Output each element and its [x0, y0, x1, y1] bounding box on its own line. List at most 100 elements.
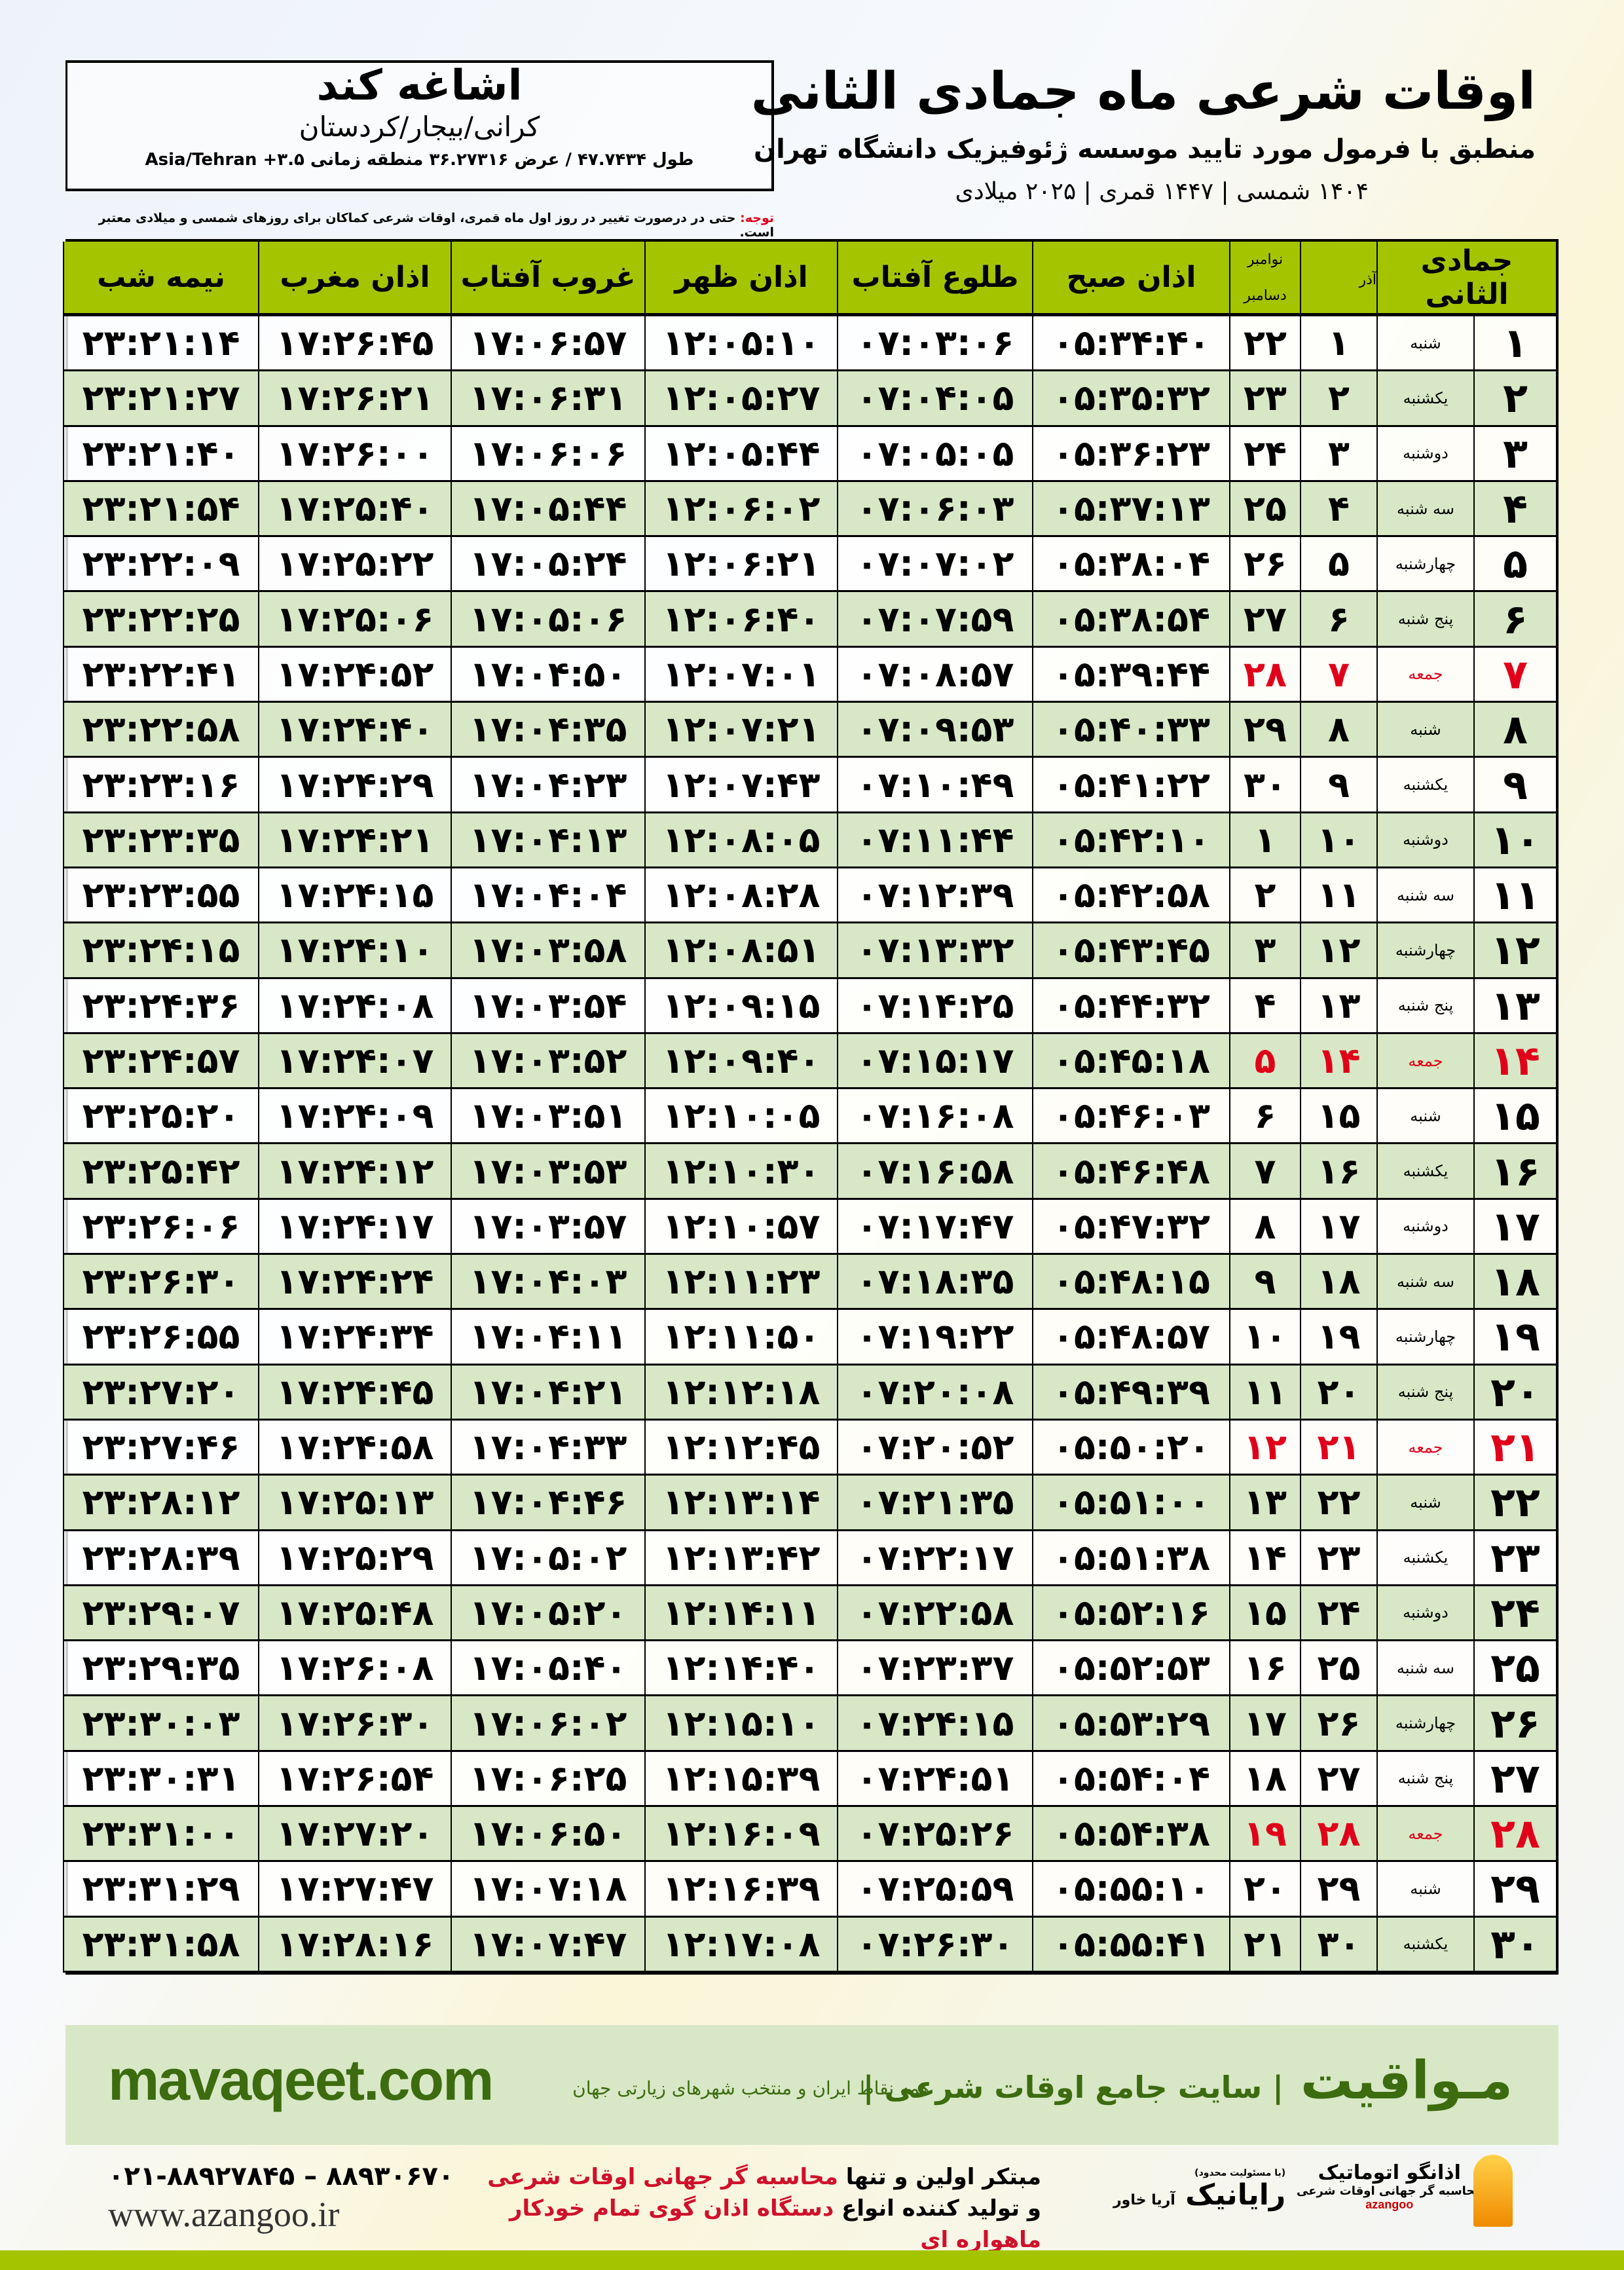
header-midnight: نیمه شب: [63, 242, 258, 316]
cell-maghrib: ۱۷:۲۴:۴۵: [258, 1365, 451, 1421]
slogan: | سایت جامع اوقات شرعی |: [862, 2070, 1283, 2105]
cell-hijri-day: ۲۰: [1473, 1365, 1556, 1421]
promo-1b: محاسبه گر جهانی اوقات شرعی: [487, 2164, 838, 2190]
cell-weekday: دوشنبه: [1376, 813, 1473, 868]
note-text: حتی در درصورت تغییر در روز اول ماه قمری،…: [98, 211, 774, 240]
cell-weekday: یکشنبه: [1376, 371, 1473, 427]
cell-hijri-day: ۲۸: [1473, 1807, 1556, 1863]
cell-sunset: ۱۷:۰۴:۴۶: [451, 1476, 644, 1531]
cell-weekday: جمعه: [1376, 1033, 1473, 1090]
cell-weekday: شنبه: [1376, 703, 1473, 758]
cell-sunset: ۱۷:۰۶:۵۷: [451, 316, 644, 372]
cell-gregorian-day: ۲۷: [1229, 592, 1300, 648]
cell-sunrise: ۰۷:۱۸:۳۵: [837, 1255, 1032, 1311]
cell-azar-day: ۲: [1300, 371, 1376, 427]
cell-gregorian-day: ۱۸: [1229, 1751, 1300, 1808]
azangoo-en: azangoo: [1365, 2198, 1414, 2211]
header-dhuhr: اذان ظهر: [644, 242, 837, 316]
cell-hijri-day: ۱۶: [1473, 1144, 1556, 1200]
phone-numbers: ۰۲۱-۸۸۹۲۷۸۴۵ – ۸۸۹۳۰۶۷۰: [108, 2161, 454, 2191]
cell-dhuhr: ۱۲:۰۶:۰۲: [644, 481, 837, 538]
cell-weekday: شنبه: [1376, 1862, 1473, 1918]
cell-azar-day: ۲۷: [1300, 1751, 1376, 1808]
cell-fajr: ۰۵:۵۴:۳۸: [1032, 1807, 1229, 1863]
azangoo-sub: محاسبه گر جهانی اوقات شرعی: [1297, 2184, 1483, 2198]
cell-dhuhr: ۱۲:۰۵:۲۷: [644, 371, 837, 427]
cell-hijri-day: ۸: [1473, 703, 1556, 758]
header-azar-day: آذر: [1300, 242, 1376, 316]
cell-midnight: ۲۳:۲۲:۰۹: [63, 537, 258, 593]
cell-hijri-day: ۱۲: [1473, 923, 1556, 979]
azangoo-link[interactable]: www.azangoo.ir: [108, 2195, 340, 2234]
cell-hijri-day: ۶: [1473, 592, 1556, 648]
cell-dhuhr: ۱۲:۱۱:۲۳: [644, 1255, 837, 1311]
website-link[interactable]: mavaqeet.com: [108, 2047, 494, 2112]
azangoo-logo: اذانگو اتوماتیک محاسبه گر جهانی اوقات شر…: [1297, 2161, 1483, 2212]
cell-sunrise: ۰۷:۰۷:۵۹: [837, 592, 1032, 648]
cell-sunset: ۱۷:۰۴:۵۰: [451, 647, 644, 703]
cell-maghrib: ۱۷:۲۴:۱۲: [258, 1144, 451, 1200]
cell-midnight: ۲۳:۲۱:۴۰: [63, 426, 258, 482]
cell-sunrise: ۰۷:۰۹:۵۳: [837, 703, 1032, 758]
cell-gregorian-day: ۹: [1229, 1255, 1300, 1311]
cell-gregorian-day: ۱۳: [1229, 1476, 1300, 1531]
cell-maghrib: ۱۷:۲۷:۲۰: [258, 1807, 451, 1863]
cell-fajr: ۰۵:۴۴:۳۲: [1032, 978, 1229, 1034]
cell-maghrib: ۱۷:۲۵:۴۸: [258, 1586, 451, 1642]
promo-text: مبتکر اولین و تنها محاسبه گر جهانی اوقات…: [419, 2161, 1041, 2256]
cell-fajr: ۰۵:۳۵:۳۲: [1032, 371, 1229, 427]
cell-midnight: ۲۳:۲۶:۵۵: [63, 1310, 258, 1366]
cell-sunrise: ۰۷:۱۶:۰۸: [837, 1089, 1032, 1145]
cell-maghrib: ۱۷:۲۴:۵۸: [258, 1420, 451, 1476]
cell-fajr: ۰۵:۵۲:۵۳: [1032, 1641, 1229, 1697]
cell-sunrise: ۰۷:۱۵:۱۷: [837, 1033, 1032, 1090]
cell-azar-day: ۸: [1300, 703, 1376, 758]
cell-sunrise: ۰۷:۰۶:۰۳: [837, 481, 1032, 538]
cell-sunrise: ۰۷:۰۴:۰۵: [837, 371, 1032, 427]
cell-sunrise: ۰۷:۱۱:۴۴: [837, 813, 1032, 868]
cell-weekday: پنج شنبه: [1376, 1751, 1473, 1808]
cell-gregorian-day: ۲۳: [1229, 371, 1300, 427]
cell-midnight: ۲۳:۲۲:۲۵: [63, 592, 258, 648]
cell-hijri-day: ۱۵: [1473, 1089, 1556, 1145]
cell-sunrise: ۰۷:۲۱:۳۵: [837, 1476, 1032, 1531]
cell-sunset: ۱۷:۰۴:۳۳: [451, 1420, 644, 1476]
cell-sunset: ۱۷:۰۶:۲۵: [451, 1751, 644, 1808]
cell-gregorian-day: ۱۷: [1229, 1696, 1300, 1752]
cell-maghrib: ۱۷:۲۴:۰۷: [258, 1033, 451, 1090]
cell-sunset: ۱۷:۰۶:۵۰: [451, 1807, 644, 1863]
cell-sunset: ۱۷:۰۴:۳۵: [451, 703, 644, 758]
cell-dhuhr: ۱۲:۱۴:۴۰: [644, 1641, 837, 1697]
cell-dhuhr: ۱۲:۱۶:۳۹: [644, 1862, 837, 1918]
cell-maghrib: ۱۷:۲۵:۲۹: [258, 1531, 451, 1586]
cell-sunset: ۱۷:۰۶:۳۱: [451, 371, 644, 427]
cell-dhuhr: ۱۲:۱۵:۱۰: [644, 1696, 837, 1752]
cell-hijri-day: ۹: [1473, 758, 1556, 813]
year-line: ۱۴۰۴ شمسی | ۱۴۴۷ قمری | ۲۰۲۵ میلادی: [955, 178, 1369, 205]
cell-gregorian-day: ۸: [1229, 1199, 1300, 1256]
cell-sunset: ۱۷:۰۴:۱۳: [451, 813, 644, 868]
cell-weekday: جمعه: [1376, 647, 1473, 703]
cell-dhuhr: ۱۲:۰۷:۴۳: [644, 758, 837, 813]
cell-hijri-day: ۱: [1473, 316, 1556, 372]
cell-midnight: ۲۳:۲۳:۵۵: [63, 868, 258, 924]
cell-fajr: ۰۵:۵۴:۰۴: [1032, 1751, 1229, 1808]
cell-azar-day: ۱۱: [1300, 868, 1376, 924]
cell-fajr: ۰۵:۴۱:۲۲: [1032, 758, 1229, 813]
cell-maghrib: ۱۷:۲۶:۴۵: [258, 316, 451, 372]
location-box: اشاغه کند کرانی/بیجار/کردستان طول ۴۷.۷۴۳…: [65, 60, 774, 191]
cell-dhuhr: ۱۲:۱۲:۱۸: [644, 1365, 837, 1421]
cell-fajr: ۰۵:۵۰:۲۰: [1032, 1420, 1229, 1476]
cell-weekday: پنج شنبه: [1376, 978, 1473, 1034]
cell-maghrib: ۱۷:۲۶:۰۸: [258, 1641, 451, 1697]
cell-maghrib: ۱۷:۲۴:۱۰: [258, 923, 451, 979]
cell-gregorian-day: ۶: [1229, 1089, 1300, 1145]
cell-maghrib: ۱۷:۲۴:۲۴: [258, 1255, 451, 1311]
cell-sunrise: ۰۷:۱۰:۴۹: [837, 758, 1032, 813]
cell-sunset: ۱۷:۰۴:۱۱: [451, 1310, 644, 1366]
cell-midnight: ۲۳:۲۹:۳۵: [63, 1641, 258, 1697]
cell-weekday: جمعه: [1376, 1420, 1473, 1476]
cell-dhuhr: ۱۲:۰۵:۱۰: [644, 316, 837, 372]
rayanik-logo: (با مسئولیت محدود) رایانیک آریا خاور: [1113, 2168, 1285, 2212]
cell-gregorian-day: ۲: [1229, 868, 1300, 924]
